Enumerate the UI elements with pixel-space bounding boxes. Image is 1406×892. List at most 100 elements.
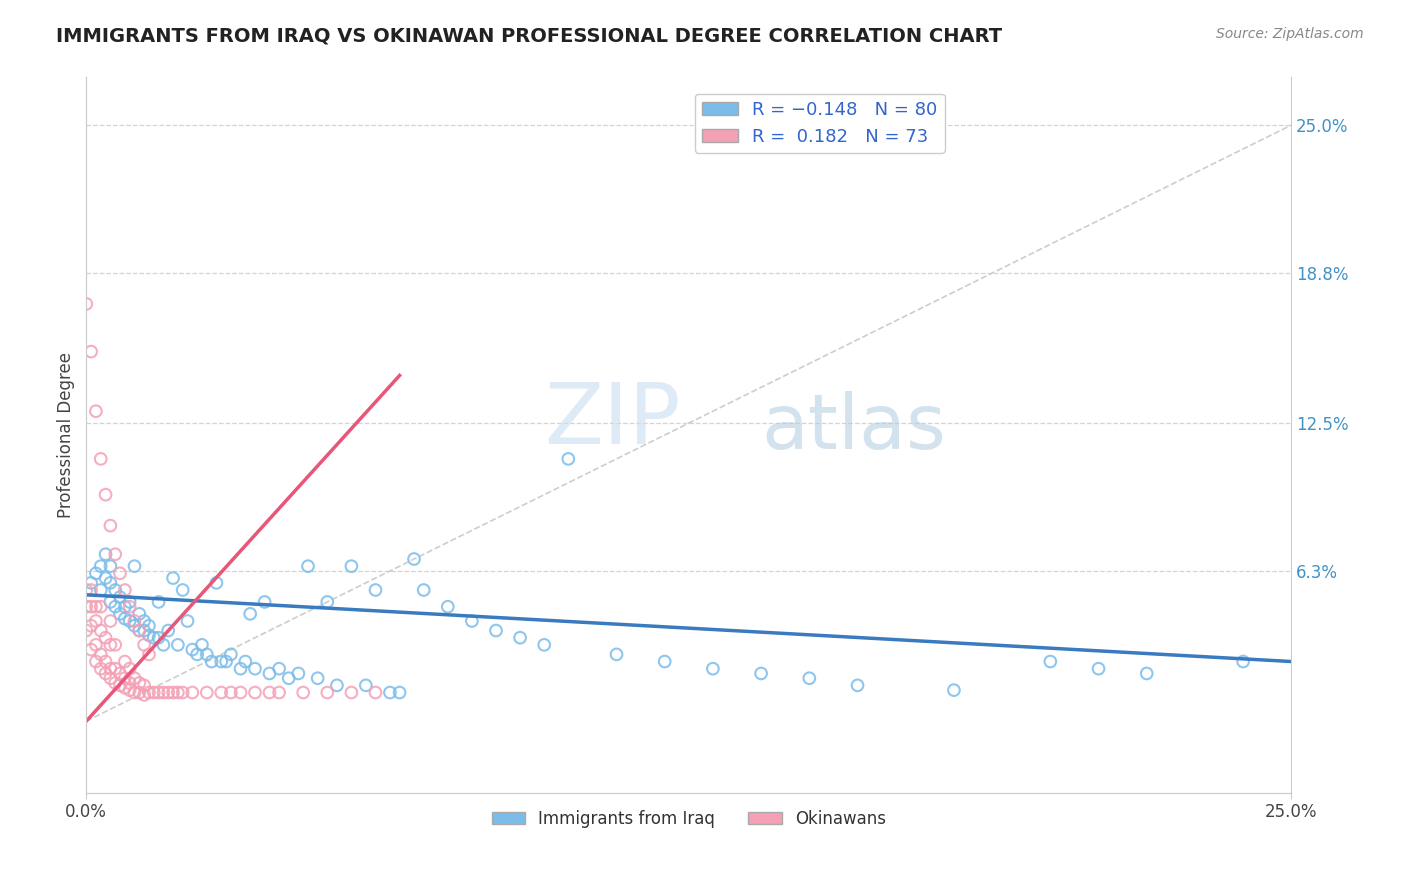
Point: [702, 662, 724, 676]
Point: [354, 678, 377, 692]
Point: [172, 685, 194, 699]
Point: [128, 607, 150, 621]
Point: [114, 681, 136, 695]
Point: [191, 638, 214, 652]
Point: [108, 590, 131, 604]
Point: [229, 662, 252, 676]
Point: [148, 685, 170, 699]
Point: [201, 655, 224, 669]
Point: [134, 624, 156, 638]
Point: [167, 638, 190, 652]
Point: [297, 559, 319, 574]
Point: [269, 685, 291, 699]
Point: [134, 614, 156, 628]
Point: [157, 624, 180, 638]
Point: [118, 683, 141, 698]
Point: [162, 571, 184, 585]
Point: [84, 655, 107, 669]
Text: atlas: atlas: [761, 391, 946, 465]
Point: [124, 685, 146, 699]
Point: [114, 582, 136, 597]
Point: [84, 404, 107, 418]
Point: [846, 678, 869, 692]
Point: [100, 559, 122, 574]
Point: [316, 595, 339, 609]
Point: [84, 566, 107, 581]
Point: [104, 599, 127, 614]
Point: [138, 648, 160, 662]
Point: [1087, 662, 1109, 676]
Point: [388, 685, 411, 699]
Point: [118, 614, 141, 628]
Point: [157, 685, 180, 699]
Point: [104, 582, 127, 597]
Point: [118, 599, 141, 614]
Point: [94, 571, 117, 585]
Point: [378, 685, 401, 699]
Text: IMMIGRANTS FROM IRAQ VS OKINAWAN PROFESSIONAL DEGREE CORRELATION CHART: IMMIGRANTS FROM IRAQ VS OKINAWAN PROFESS…: [56, 27, 1002, 45]
Point: [134, 678, 156, 692]
Point: [80, 582, 103, 597]
Point: [134, 638, 156, 652]
Point: [118, 595, 141, 609]
Point: [90, 582, 112, 597]
Point: [75, 297, 97, 311]
Text: Source: ZipAtlas.com: Source: ZipAtlas.com: [1216, 27, 1364, 41]
Point: [100, 638, 122, 652]
Point: [94, 547, 117, 561]
Point: [124, 671, 146, 685]
Point: [94, 655, 117, 669]
Point: [326, 678, 349, 692]
Point: [128, 624, 150, 638]
Point: [80, 642, 103, 657]
Point: [104, 547, 127, 561]
Point: [239, 607, 262, 621]
Point: [124, 619, 146, 633]
Point: [1136, 666, 1159, 681]
Point: [148, 631, 170, 645]
Point: [90, 648, 112, 662]
Point: [253, 595, 276, 609]
Point: [172, 582, 194, 597]
Point: [162, 685, 184, 699]
Point: [100, 662, 122, 676]
Point: [75, 624, 97, 638]
Point: [80, 575, 103, 590]
Point: [108, 678, 131, 692]
Point: [243, 685, 266, 699]
Point: [259, 666, 281, 681]
Point: [307, 671, 329, 685]
Point: [205, 575, 228, 590]
Point: [90, 451, 112, 466]
Point: [461, 614, 484, 628]
Legend: Immigrants from Iraq, Okinawans: Immigrants from Iraq, Okinawans: [485, 803, 893, 834]
Point: [235, 655, 257, 669]
Point: [287, 666, 309, 681]
Point: [229, 685, 252, 699]
Point: [128, 624, 150, 638]
Point: [114, 599, 136, 614]
Point: [533, 638, 555, 652]
Point: [100, 671, 122, 685]
Point: [364, 582, 387, 597]
Point: [605, 648, 627, 662]
Point: [259, 685, 281, 699]
Point: [1232, 655, 1254, 669]
Point: [114, 671, 136, 685]
Point: [219, 648, 242, 662]
Point: [104, 662, 127, 676]
Point: [209, 685, 232, 699]
Point: [402, 552, 425, 566]
Point: [128, 685, 150, 699]
Point: [94, 488, 117, 502]
Point: [75, 599, 97, 614]
Point: [142, 631, 165, 645]
Point: [176, 614, 198, 628]
Y-axis label: Professional Degree: Professional Degree: [58, 352, 75, 518]
Point: [142, 685, 165, 699]
Point: [269, 662, 291, 676]
Point: [108, 566, 131, 581]
Point: [114, 655, 136, 669]
Point: [90, 624, 112, 638]
Point: [1039, 655, 1062, 669]
